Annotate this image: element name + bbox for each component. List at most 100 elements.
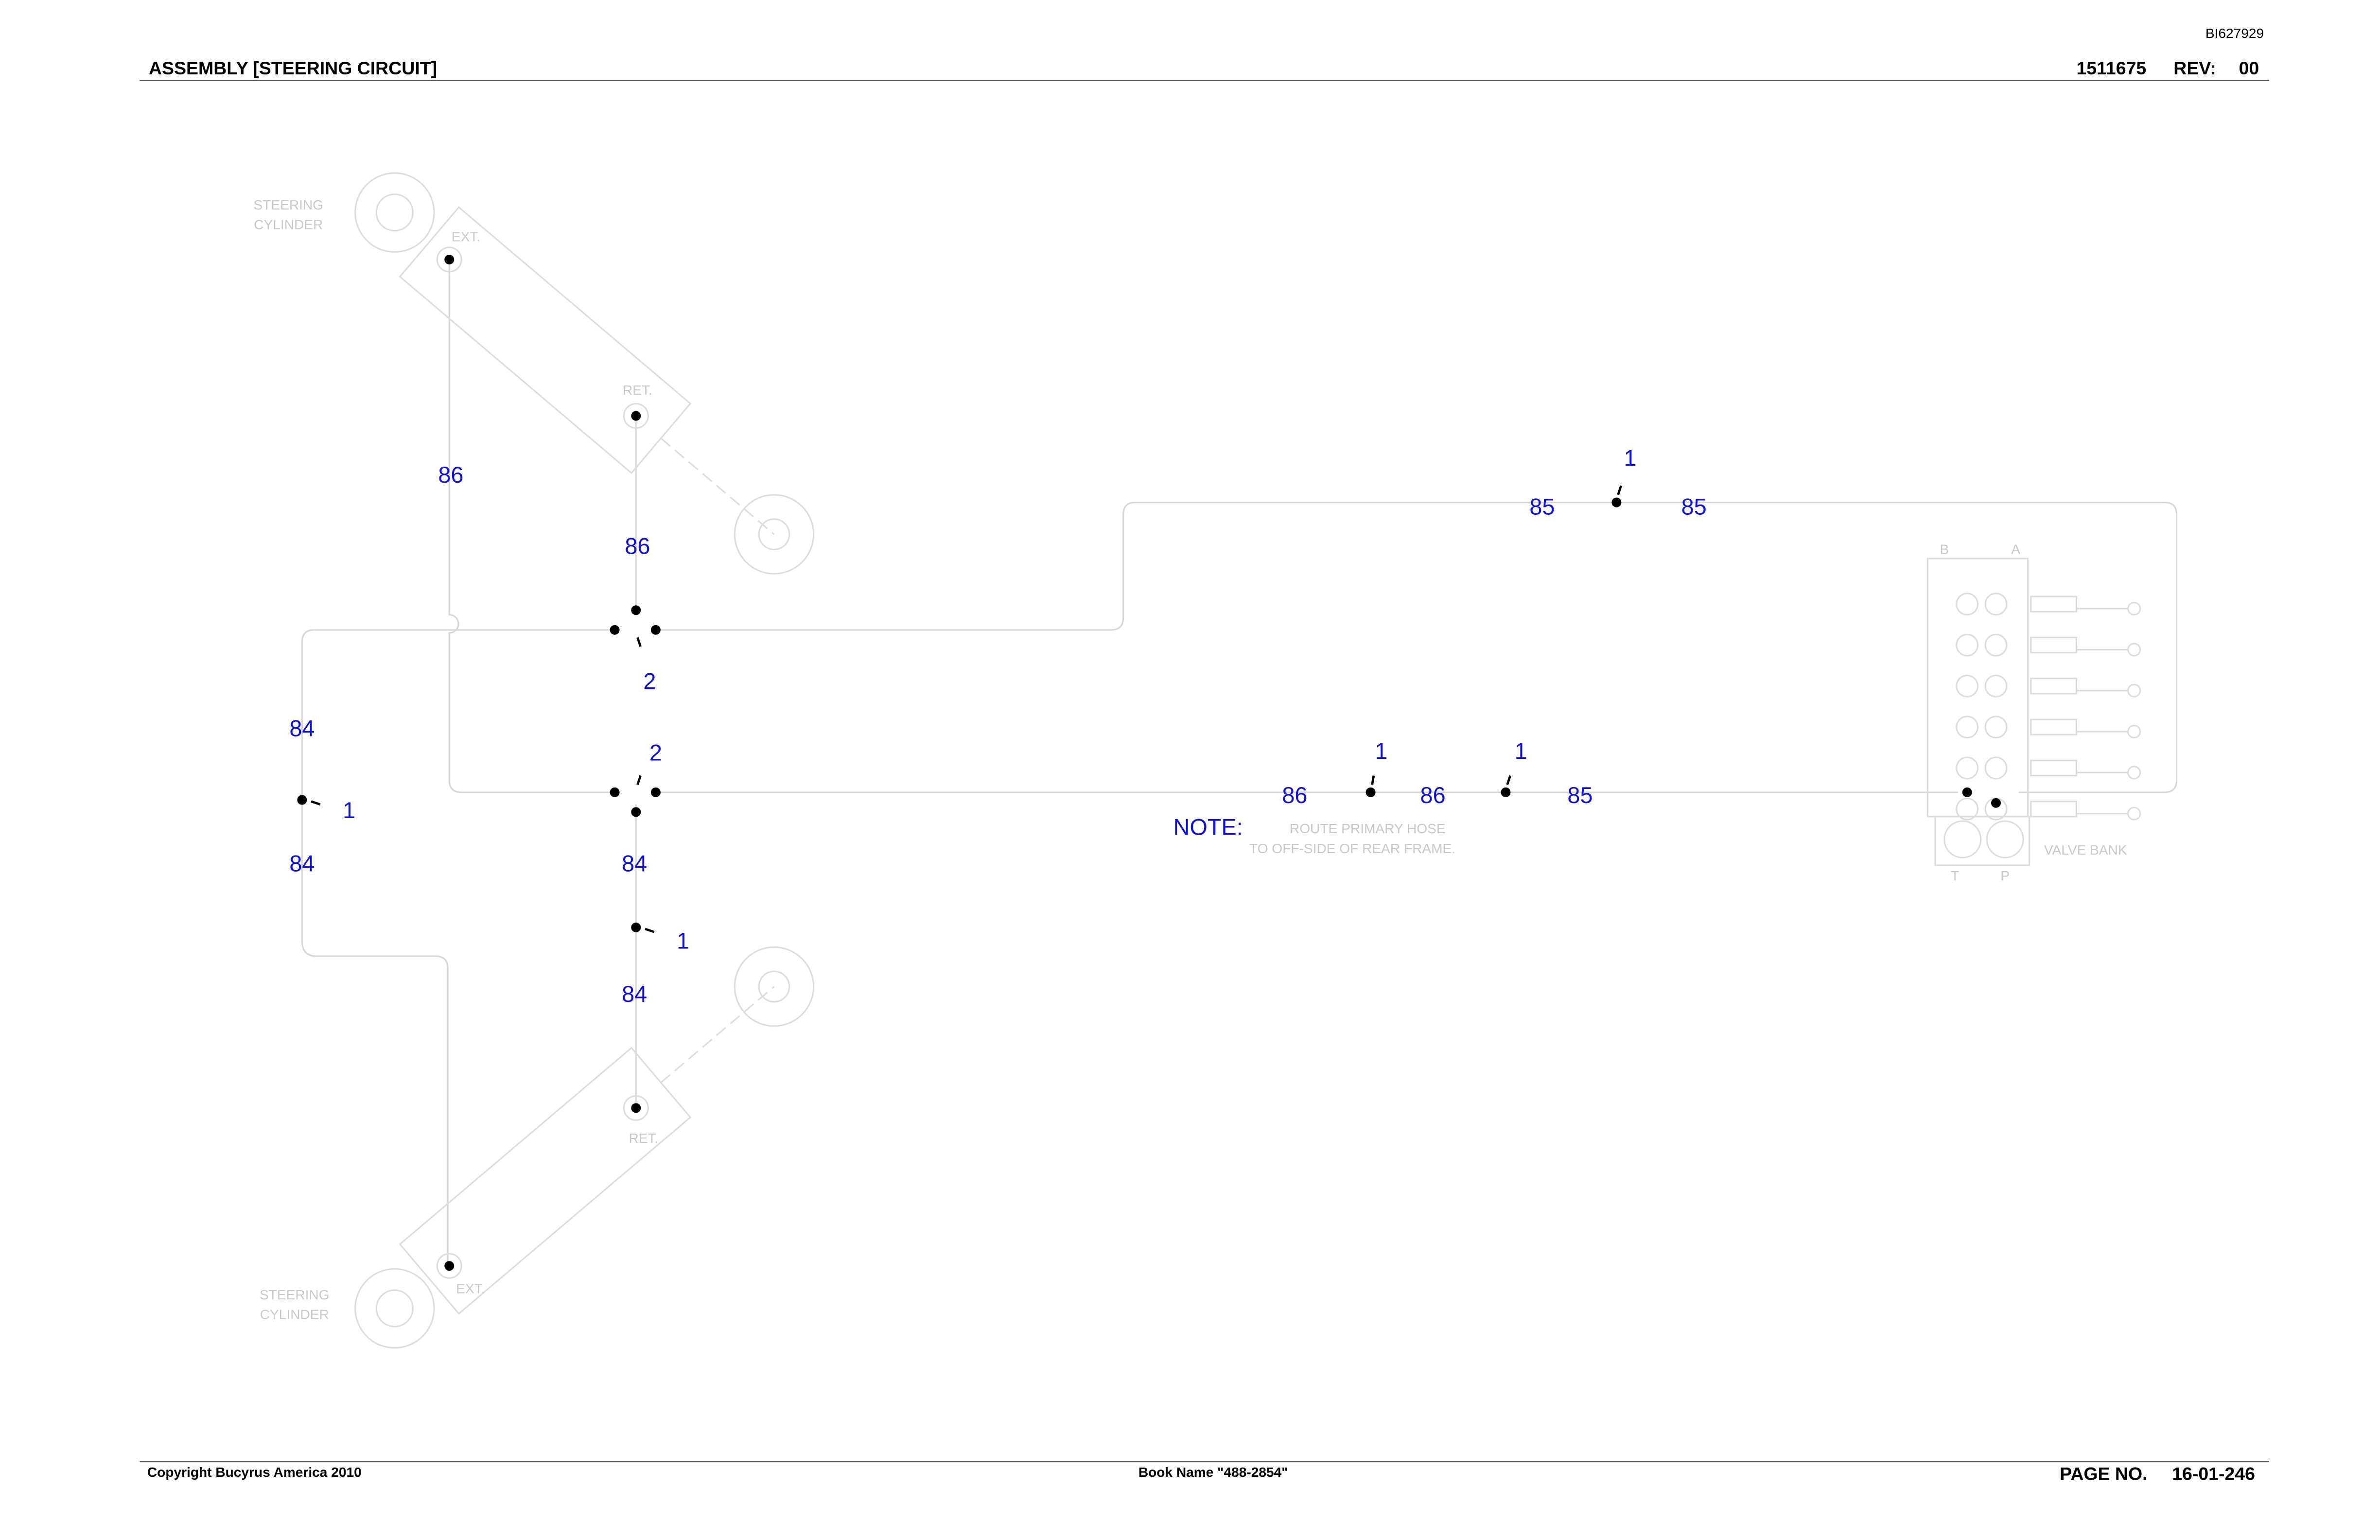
fitting-dot [1501,787,1511,797]
port-ring [623,1095,649,1121]
callout: 85 [1681,494,1707,519]
leader [1371,775,1375,785]
lever-knob [2127,683,2141,698]
component-label: RET. [623,383,652,398]
fitting-dot [631,807,641,817]
leader [311,800,321,806]
schematic: 86 86 2 84 1 84 2 84 1 84 1 85 85 1 1 86 86 85 NOTE: ROUTE … [253,172,2178,1349]
component-label: STEERING [253,197,323,212]
valve-handle [2030,636,2078,654]
note-text: TO OFF-SIDE OF REAR FRAME. [1249,841,1455,856]
callout: 1 [343,798,355,823]
fitting-dot [444,1261,455,1271]
fitting-dot [610,787,620,797]
spool [1984,633,2008,657]
component-label: VALVE BANK [2044,842,2127,858]
fitting-dot [1611,497,1622,508]
rod-eye [734,946,815,1027]
leader [636,637,642,647]
callout: 84 [289,851,315,876]
spool [1984,756,2008,780]
spool [1984,716,2008,739]
fitting-dot [631,411,641,421]
component-label: A [2011,542,2020,557]
component-label: B [1940,542,1949,557]
lever-knob [2127,806,2141,821]
book-name: Book Name "488-2854" [1138,1465,1288,1480]
spool [1956,633,1979,657]
cylinder-eye-inner [375,193,414,232]
component-label: P [2000,868,2010,883]
callout: 1 [1624,446,1636,471]
rev: 00 [2239,58,2259,78]
spool [1984,674,2008,698]
callout: 1 [677,928,689,954]
lever-knob [2127,724,2141,739]
port [1943,820,1982,858]
leader [645,928,655,933]
leader [1617,485,1622,495]
spool [1956,756,1979,780]
fitting-dot [297,795,307,805]
component-label: EXT. [452,229,480,244]
valve-bank-inlet [1934,816,2030,866]
fitting-dot [444,254,455,264]
callout: 1 [1375,738,1387,764]
rod-eye-inner [758,970,790,1003]
component-label: RET. [629,1131,658,1146]
cylinder-body [399,1047,692,1315]
lever-knob [2127,602,2141,616]
valve-handle [2030,595,2078,612]
valve-handle [2030,718,2078,735]
port-ring [623,403,649,429]
hose [655,501,2178,793]
callout: 85 [1529,494,1555,519]
fitting-dot [631,922,641,932]
spool [1984,593,2008,616]
component-label: T [1951,868,1959,883]
note-text: ROUTE PRIMARY HOSE [1290,821,1446,836]
callout: 2 [643,669,656,694]
port-ring [436,246,462,273]
component-label: CYLINDER [260,1307,329,1322]
cylinder-rod [660,438,775,535]
fitting-dot [1991,798,2001,808]
callout: 84 [289,716,315,741]
note-label: NOTE: [1173,814,1243,840]
callout: 84 [622,981,647,1007]
port-ring [436,1253,462,1279]
callout: 86 [625,534,650,559]
rod-eye-inner [758,518,790,550]
cylinder-eye [354,172,435,253]
component-label: CYLINDER [254,217,323,232]
lever-knob [2127,766,2141,780]
callout: 86 [1420,783,1446,808]
rev-label: REV: [2173,58,2216,78]
spool [1956,797,1979,821]
hose [448,259,615,793]
spool [1956,593,1979,616]
cylinder-eye-inner [375,1289,414,1328]
valve-handle [2030,801,2078,818]
fitting-dot [650,625,661,635]
spool [1956,716,1979,739]
fitting-dot [1365,787,1376,797]
valve-handle [2030,678,2078,695]
doc-id: BI627929 [2205,26,2264,41]
fitting-dot [650,787,661,797]
cylinder-eye [354,1268,435,1349]
callout: 2 [649,740,662,765]
callout: 85 [1567,783,1592,808]
hose [301,629,615,1266]
valve-handle [2030,759,2078,777]
fitting-dot [631,1103,641,1113]
fitting-dot [631,605,641,615]
component-label: EXT. [456,1281,485,1296]
callout: 86 [1282,783,1307,808]
callout: 86 [438,462,463,488]
fitting-dot [610,625,620,635]
